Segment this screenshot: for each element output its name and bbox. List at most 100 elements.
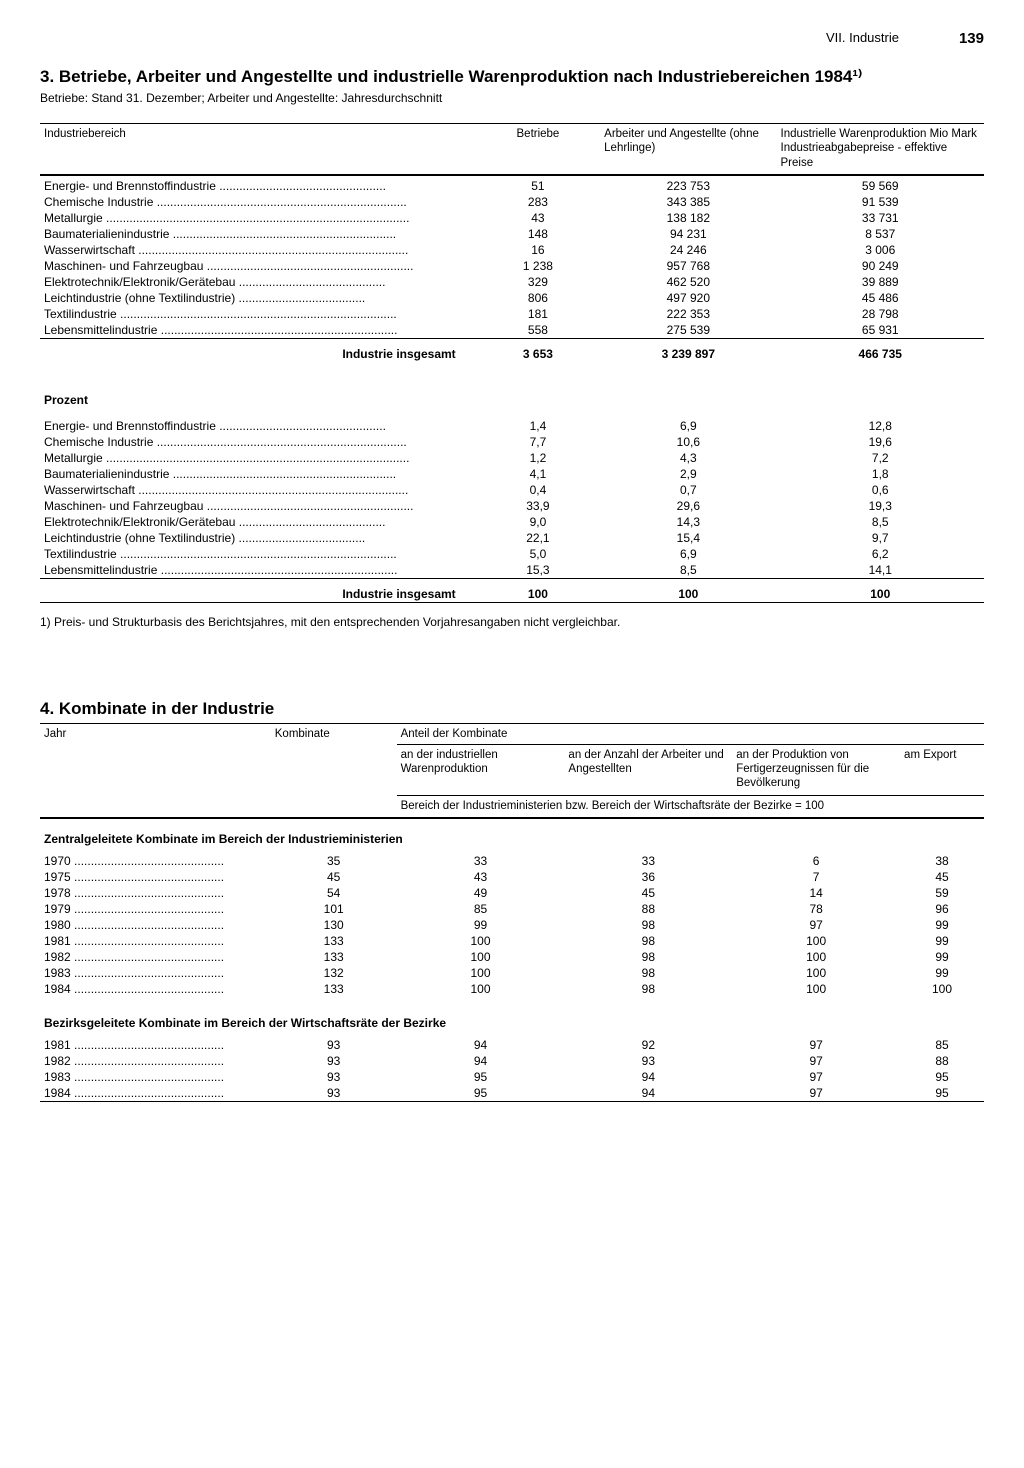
cell-betriebe: 22,1 — [476, 530, 600, 546]
cell-produktion: 91 539 — [777, 194, 985, 210]
cell-betriebe: 329 — [476, 274, 600, 290]
cell-s3: 78 — [732, 901, 900, 917]
cell-arbeiter: 4,3 — [600, 450, 776, 466]
row-label: Baumaterialienindustrie ................… — [44, 227, 396, 241]
row-label: Metallurgie ............................… — [44, 211, 409, 225]
cell-produktion: 59 569 — [777, 178, 985, 194]
cell-s1: 99 — [397, 917, 565, 933]
cell-s4: 99 — [900, 933, 984, 949]
cell-arbeiter: 138 182 — [600, 210, 776, 226]
cell-s3: 100 — [732, 965, 900, 981]
row-label: Elektrotechnik/Elektronik/Gerätebau ....… — [44, 275, 385, 289]
cell-arbeiter: 15,4 — [600, 530, 776, 546]
row-label: Textilindustrie ........................… — [44, 547, 397, 561]
cell-kombinate: 35 — [271, 853, 397, 869]
cell-betriebe: 9,0 — [476, 514, 600, 530]
total-pct-label: Industrie insgesamt — [40, 581, 476, 603]
col-kombinate: Kombinate — [271, 726, 397, 746]
cell-produktion: 9,7 — [777, 530, 985, 546]
cell-kombinate: 54 — [271, 885, 397, 901]
col-s2: an der Anzahl der Arbeiter und Angestell… — [564, 747, 732, 796]
table-row: 1984 ...................................… — [40, 981, 984, 997]
table-row: 1979 ...................................… — [40, 901, 984, 917]
cell-s1: 100 — [397, 981, 565, 997]
table-row: Maschinen- und Fahrzeugbau .............… — [40, 258, 984, 274]
cell-s1: 95 — [397, 1085, 565, 1102]
cell-s3: 97 — [732, 1037, 900, 1053]
section3-subtitle: Betriebe: Stand 31. Dezember; Arbeiter u… — [40, 91, 984, 105]
table-row: 1984 ...................................… — [40, 1085, 984, 1102]
cell-produktion: 7,2 — [777, 450, 985, 466]
cell-kombinate: 93 — [271, 1053, 397, 1069]
cell-s4: 59 — [900, 885, 984, 901]
cell-betriebe: 51 — [476, 178, 600, 194]
page-header: VII. Industrie 139 — [40, 30, 984, 47]
cell-s4: 99 — [900, 965, 984, 981]
cell-s2: 92 — [564, 1037, 732, 1053]
section3-title: 3. Betriebe, Arbeiter und Angestellte un… — [40, 67, 984, 87]
cell-betriebe: 0,4 — [476, 482, 600, 498]
cell-s4: 100 — [900, 981, 984, 997]
row-label: 1978 ...................................… — [44, 886, 224, 900]
cell-arbeiter: 2,9 — [600, 466, 776, 482]
cell-betriebe: 181 — [476, 306, 600, 322]
row-label: 1982 ...................................… — [44, 950, 224, 964]
cell-s2: 88 — [564, 901, 732, 917]
table-row: Lebensmittelindustrie ..................… — [40, 562, 984, 579]
cell-arbeiter: 6,9 — [600, 546, 776, 562]
cell-arbeiter: 29,6 — [600, 498, 776, 514]
cell-betriebe: 1,4 — [476, 418, 600, 434]
table-row: Elektrotechnik/Elektronik/Gerätebau ....… — [40, 274, 984, 290]
cell-produktion: 90 249 — [777, 258, 985, 274]
table-row: Textilindustrie ........................… — [40, 306, 984, 322]
row-label: Wasserwirtschaft .......................… — [44, 483, 408, 497]
cell-betriebe: 15,3 — [476, 562, 600, 579]
cell-arbeiter: 223 753 — [600, 178, 776, 194]
row-label: Energie- und Brennstoffindustrie .......… — [44, 419, 386, 433]
cell-s1: 94 — [397, 1037, 565, 1053]
cell-s1: 100 — [397, 965, 565, 981]
row-label: Leichtindustrie (ohne Textilindustrie) .… — [44, 531, 365, 545]
total-betriebe: 3 653 — [476, 341, 600, 362]
table-row: Baumaterialienindustrie ................… — [40, 226, 984, 242]
cell-s2: 98 — [564, 965, 732, 981]
table-kombinate: Jahr Kombinate Anteil der Kombinate an d… — [40, 723, 984, 1109]
cell-s4: 88 — [900, 1053, 984, 1069]
section4-title: 4. Kombinate in der Industrie — [40, 699, 984, 719]
cell-s3: 6 — [732, 853, 900, 869]
cell-kombinate: 133 — [271, 949, 397, 965]
table-row: 1970 ...................................… — [40, 853, 984, 869]
table-row: 1980 ...................................… — [40, 917, 984, 933]
row-label: 1975 ...................................… — [44, 870, 224, 884]
cell-produktion: 19,3 — [777, 498, 985, 514]
cell-produktion: 14,1 — [777, 562, 985, 579]
cell-s3: 100 — [732, 981, 900, 997]
table-row: Elektrotechnik/Elektronik/Gerätebau ....… — [40, 514, 984, 530]
cell-s1: 100 — [397, 933, 565, 949]
row-label: 1982 ...................................… — [44, 1054, 224, 1068]
total-pct-p: 100 — [777, 581, 985, 603]
table-row: 1982 ...................................… — [40, 1053, 984, 1069]
cell-betriebe: 148 — [476, 226, 600, 242]
row-label: Chemische Industrie ....................… — [44, 195, 407, 209]
col-jahr: Jahr — [40, 726, 271, 746]
cell-s4: 95 — [900, 1085, 984, 1102]
cell-kombinate: 132 — [271, 965, 397, 981]
row-label: 1983 ...................................… — [44, 1070, 224, 1084]
table-row: 1978 ...................................… — [40, 885, 984, 901]
cell-s2: 94 — [564, 1069, 732, 1085]
cell-produktion: 6,2 — [777, 546, 985, 562]
cell-arbeiter: 343 385 — [600, 194, 776, 210]
col-arbeiter: Arbeiter und Angestellte (ohne Lehrlinge… — [600, 126, 776, 175]
table-row: 1983 ...................................… — [40, 1069, 984, 1085]
col-s3: an der Produktion von Fertigerzeugnissen… — [732, 747, 900, 796]
cell-s1: 95 — [397, 1069, 565, 1085]
row-label: Maschinen- und Fahrzeugbau .............… — [44, 499, 413, 513]
col-betriebe: Betriebe — [476, 126, 600, 175]
cell-kombinate: 93 — [271, 1085, 397, 1102]
table-row: Energie- und Brennstoffindustrie .......… — [40, 418, 984, 434]
row-label: Lebensmittelindustrie ..................… — [44, 323, 397, 337]
table-industriebereiche: Industriebereich Betriebe Arbeiter und A… — [40, 123, 984, 605]
row-label: Elektrotechnik/Elektronik/Gerätebau ....… — [44, 515, 385, 529]
cell-s3: 7 — [732, 869, 900, 885]
